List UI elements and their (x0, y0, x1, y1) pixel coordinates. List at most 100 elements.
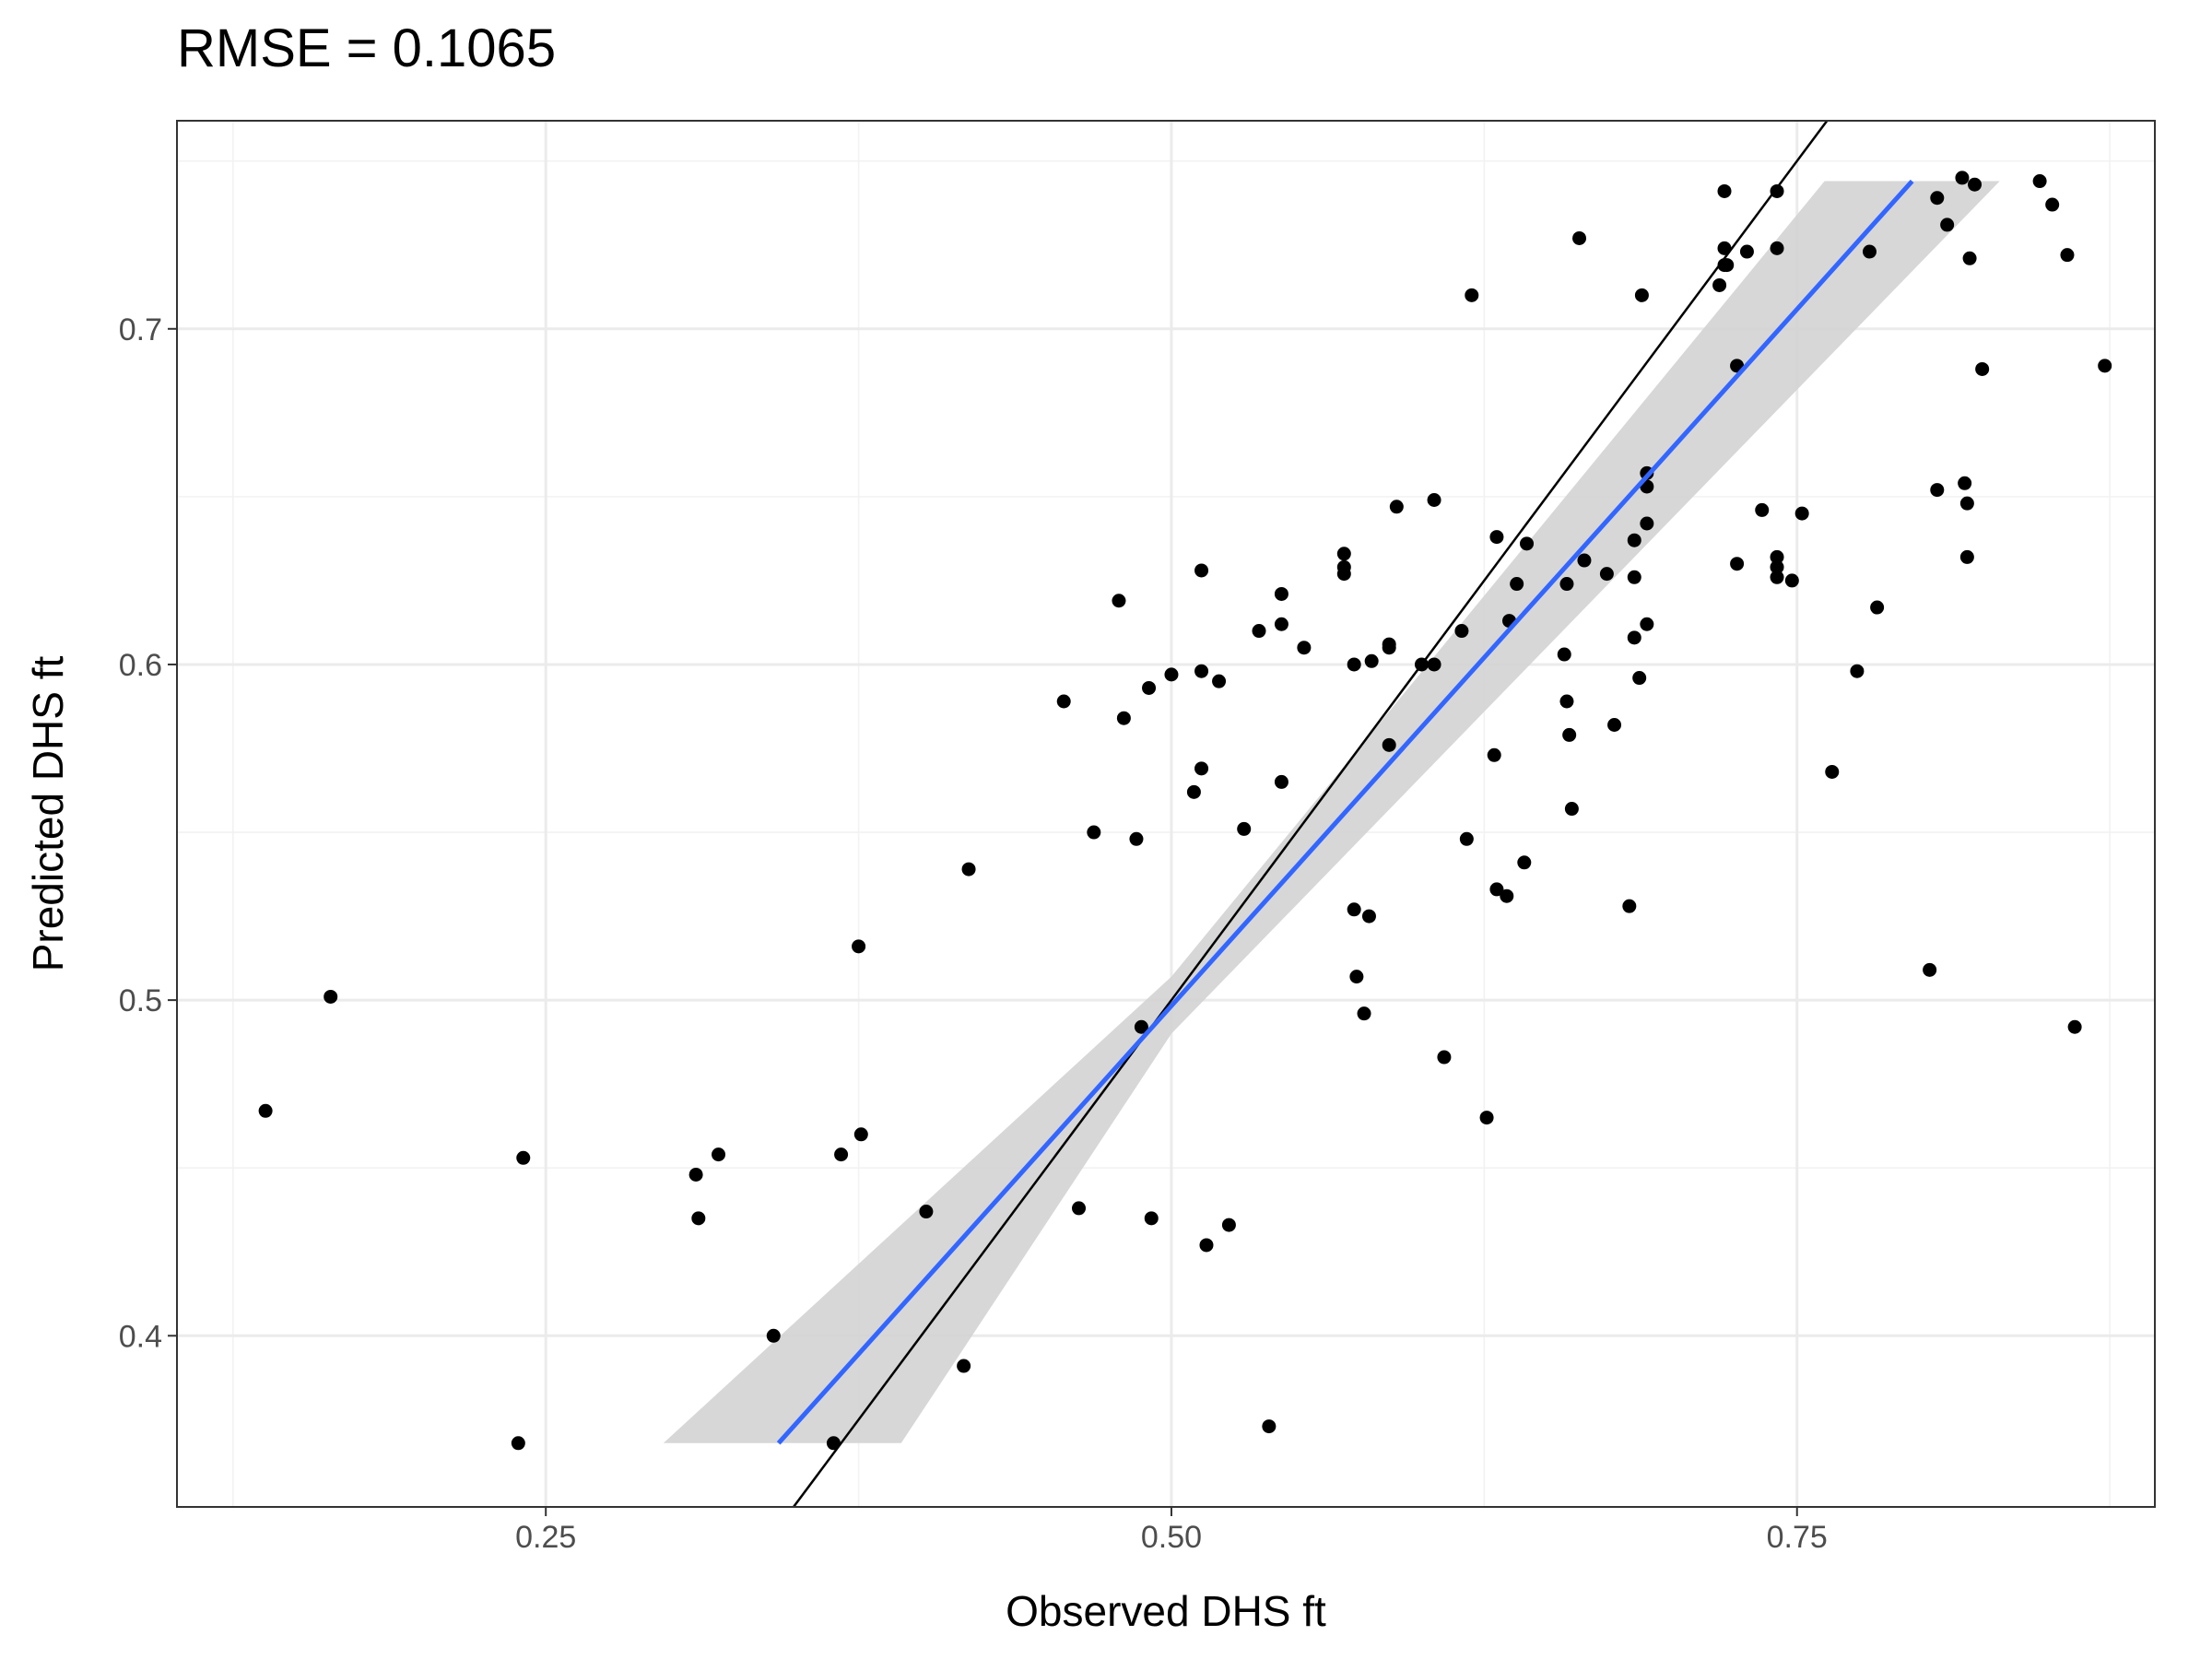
point (1129, 831, 1144, 846)
point (1562, 727, 1577, 742)
point (1427, 493, 1441, 508)
point (2067, 1019, 2082, 1034)
point (1959, 496, 1974, 511)
point (1717, 241, 1732, 255)
point (1389, 500, 1404, 514)
x-axis-title: Observed DHS ft (1006, 1587, 1326, 1635)
point (1712, 277, 1727, 292)
point (1968, 177, 1983, 192)
point (1517, 855, 1532, 870)
point (1599, 567, 1614, 582)
point (1870, 600, 1885, 615)
point (1559, 577, 1574, 592)
point (1627, 570, 1641, 584)
point (1382, 641, 1396, 655)
grid (177, 121, 2155, 1507)
point (1364, 653, 1379, 668)
point (766, 1328, 781, 1343)
point (1487, 747, 1501, 762)
point (1770, 559, 1784, 574)
point (1382, 737, 1396, 752)
point (1336, 547, 1351, 561)
point (1274, 774, 1288, 789)
point (1297, 641, 1312, 655)
point (826, 1436, 841, 1451)
point (2045, 197, 2060, 212)
point (1489, 530, 1504, 545)
point (919, 1205, 934, 1219)
plot-layers (258, 121, 2112, 1507)
point (1962, 251, 1977, 265)
point (1336, 567, 1351, 582)
point (1437, 1050, 1452, 1065)
point (1142, 680, 1157, 695)
x-tick-label: 0.75 (1767, 1520, 1828, 1555)
point (1112, 594, 1126, 608)
confidence-band (663, 181, 2000, 1443)
point (1465, 288, 1479, 302)
point (1237, 821, 1252, 836)
point (688, 1167, 703, 1182)
point (834, 1147, 849, 1162)
point (1850, 664, 1865, 678)
point (1072, 1201, 1087, 1216)
point (1794, 506, 1809, 521)
y-tick-label: 0.5 (119, 983, 162, 1018)
fit-line (776, 179, 1914, 1445)
point (1557, 647, 1571, 662)
point (1770, 183, 1784, 198)
point (1194, 761, 1209, 776)
point (1572, 230, 1587, 245)
point (1520, 536, 1535, 551)
point (1199, 1238, 1214, 1253)
point (1559, 694, 1574, 709)
point (511, 1436, 525, 1451)
point (712, 1147, 726, 1162)
chart-title: RMSE = 0.1065 (177, 18, 556, 78)
point (1634, 288, 1649, 302)
point (853, 1127, 868, 1142)
point (1194, 664, 1209, 678)
identity-line (792, 121, 1829, 1507)
point (1627, 630, 1641, 645)
point (1194, 563, 1209, 578)
point (1262, 1419, 1277, 1434)
point (1357, 1006, 1371, 1021)
point (1770, 549, 1784, 564)
panel-border (176, 120, 2156, 1508)
point (1930, 483, 1945, 498)
point (1510, 577, 1524, 592)
point (1479, 1111, 1494, 1125)
point (1975, 361, 1990, 376)
point (957, 1359, 971, 1373)
point (1739, 244, 1754, 259)
point (1274, 586, 1288, 601)
point (1955, 171, 1970, 185)
point (2032, 174, 2047, 189)
point (1414, 657, 1429, 672)
point (1144, 1211, 1159, 1226)
point (1862, 244, 1877, 259)
point (1940, 218, 1955, 232)
point (1361, 909, 1376, 924)
point (1632, 671, 1647, 686)
point (1349, 970, 1364, 984)
point (1930, 191, 1945, 206)
point (1640, 617, 1654, 631)
point (1454, 624, 1469, 639)
point (1717, 183, 1732, 198)
point (1164, 667, 1179, 682)
point (1459, 831, 1474, 846)
point (1622, 899, 1637, 913)
point (1087, 825, 1101, 840)
y-axis-title: Predicted DHS ft (24, 655, 72, 971)
point (1500, 888, 1514, 903)
y-tick-label: 0.7 (119, 312, 162, 347)
point (1427, 657, 1441, 672)
point (1627, 533, 1641, 547)
point (691, 1211, 706, 1226)
point (1274, 617, 1288, 631)
point (1784, 573, 1799, 588)
